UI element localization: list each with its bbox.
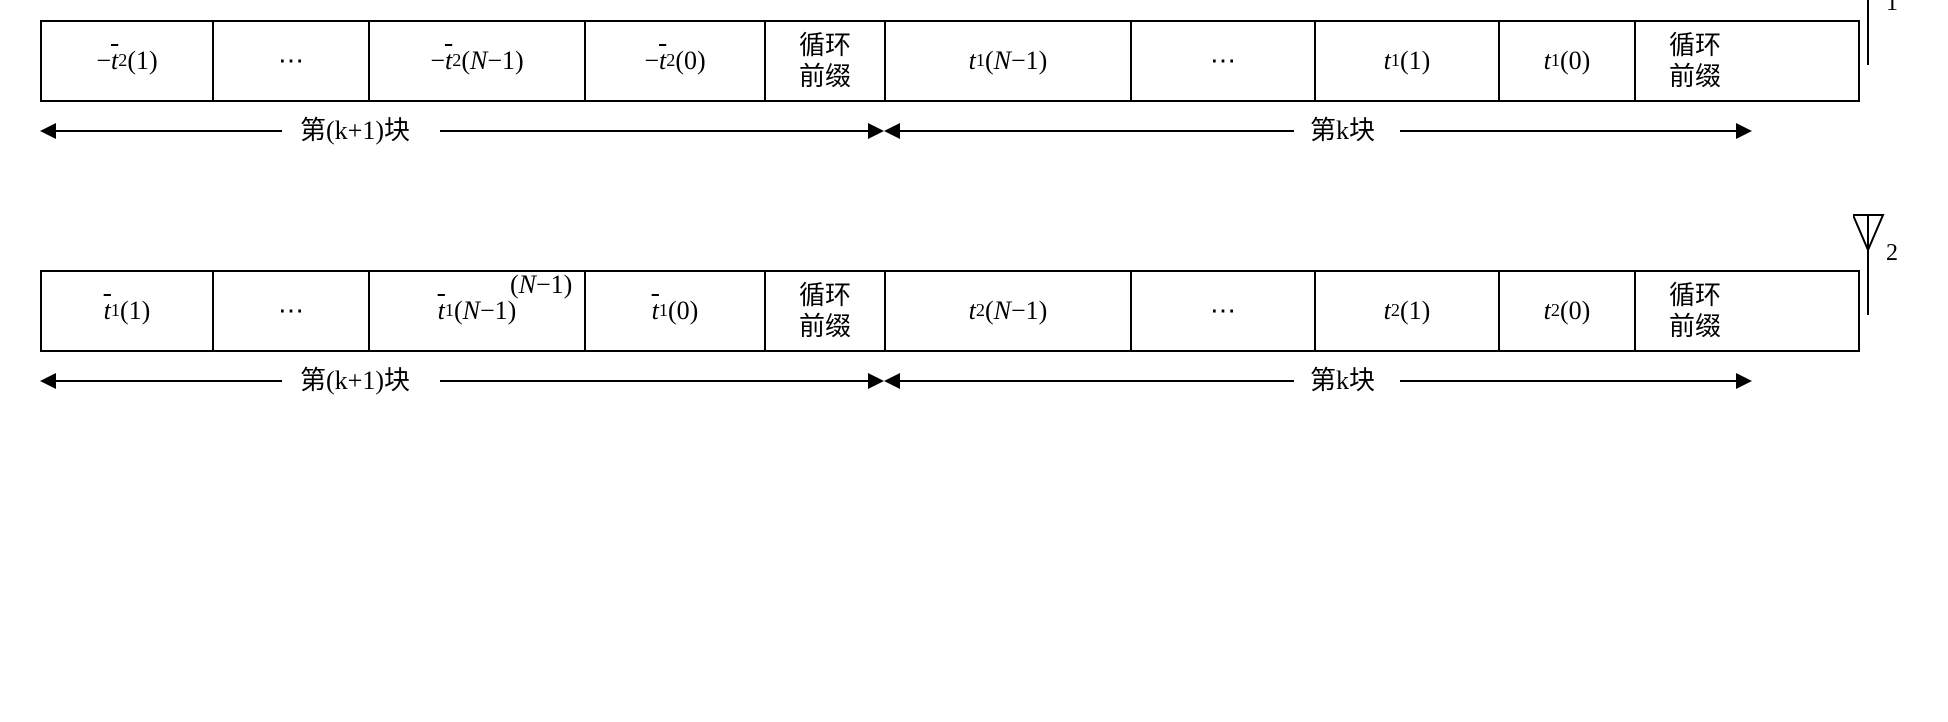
cell: t2(0)	[1500, 272, 1636, 350]
block-k-label: 第k块	[1310, 360, 1375, 397]
cell: ⋯	[1132, 22, 1316, 100]
cell: 循环前缀	[766, 272, 886, 350]
block-kp1-label: 第(k+1)块	[300, 110, 410, 147]
cell: ⋯	[214, 272, 370, 350]
arrow-icon	[1400, 380, 1750, 382]
block-kp1-label: 第(k+1)块	[300, 360, 410, 397]
cell: t2(1)	[1316, 272, 1500, 350]
cell: −t2(N−1)	[370, 22, 586, 100]
stream-1-dimension: 第(k+1)块 第k块	[40, 110, 1860, 160]
cell: t1(1)	[1316, 22, 1500, 100]
diagram-container: 1 −t2(1)⋯−t2(N−1)−t2(0)循环前缀t1(N−1)⋯t1(1)…	[40, 20, 1908, 410]
stream-1-row: −t2(1)⋯−t2(N−1)−t2(0)循环前缀t1(N−1)⋯t1(1)t1…	[40, 20, 1860, 102]
cell: 循环前缀	[766, 22, 886, 100]
stream-2: 2 t1(1)⋯t1(N−1)t1(0)循环前缀t2(N−1)⋯t2(1)t2(…	[40, 270, 1908, 410]
cell: t2(N−1)	[886, 272, 1132, 350]
cell: 循环前缀	[1636, 22, 1754, 100]
antenna-icon	[1853, 210, 1913, 350]
cell: ⋯	[214, 22, 370, 100]
arrow-icon	[42, 130, 282, 132]
arrow-icon	[440, 130, 882, 132]
cell: t1(1)	[42, 272, 214, 350]
stream-2-row: t1(1)⋯t1(N−1)t1(0)循环前缀t2(N−1)⋯t2(1)t2(0)…	[40, 270, 1860, 352]
arrow-icon	[440, 380, 882, 382]
block-k-label: 第k块	[1310, 110, 1375, 147]
cell: t1(0)	[586, 272, 766, 350]
arrow-icon	[886, 380, 1294, 382]
antenna-icon	[1853, 0, 1913, 100]
cell: −t2(0)	[586, 22, 766, 100]
arrow-icon	[886, 130, 1294, 132]
cell: t1(N−1)	[886, 22, 1132, 100]
cell: t1(0)	[1500, 22, 1636, 100]
cell: 循环前缀	[1636, 272, 1754, 350]
arrow-icon	[1400, 130, 1750, 132]
stream-1: 1 −t2(1)⋯−t2(N−1)−t2(0)循环前缀t1(N−1)⋯t1(1)…	[40, 20, 1908, 160]
cell: ⋯	[1132, 272, 1316, 350]
stream-2-dimension: 第(k+1)块 第k块	[40, 360, 1860, 410]
cell: −t2(1)	[42, 22, 214, 100]
cell: t1(N−1)	[370, 272, 586, 350]
arrow-icon	[42, 380, 282, 382]
